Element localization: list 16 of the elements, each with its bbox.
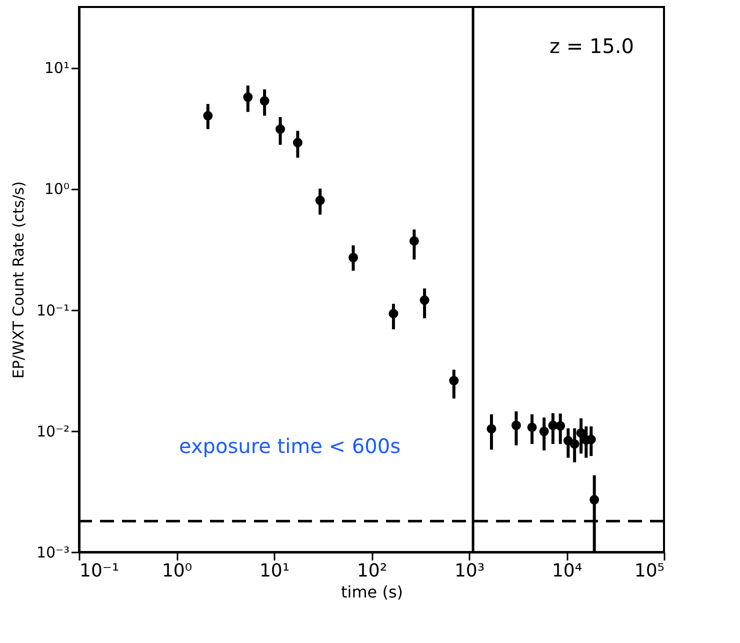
annotation: exposure time < 600s: [179, 434, 401, 458]
y-tick-label: 10⁻¹: [36, 301, 70, 320]
y-tick-label: 10⁰: [44, 180, 70, 198]
annotation: z = 15.0: [549, 34, 634, 58]
x-tick-label: 10⁰: [162, 560, 192, 582]
y-axis-title: EP/WXT Count Rate (cts/s): [9, 181, 28, 379]
x-tick-label: 10³: [454, 560, 485, 582]
y-tick-label: 10⁻³: [36, 544, 70, 562]
y-tick-label: 10¹: [44, 59, 70, 78]
x-tick-label: 10⁵: [634, 560, 664, 582]
x-tick-label: 10²: [356, 560, 388, 582]
x-tick-label: 10⁻¹: [80, 560, 120, 582]
y-tick-label: 10⁻²: [36, 422, 70, 440]
x-tick-label: 10¹: [259, 560, 290, 582]
x-tick-label: 10⁴: [552, 560, 582, 582]
x-axis-title: time (s): [340, 582, 404, 602]
